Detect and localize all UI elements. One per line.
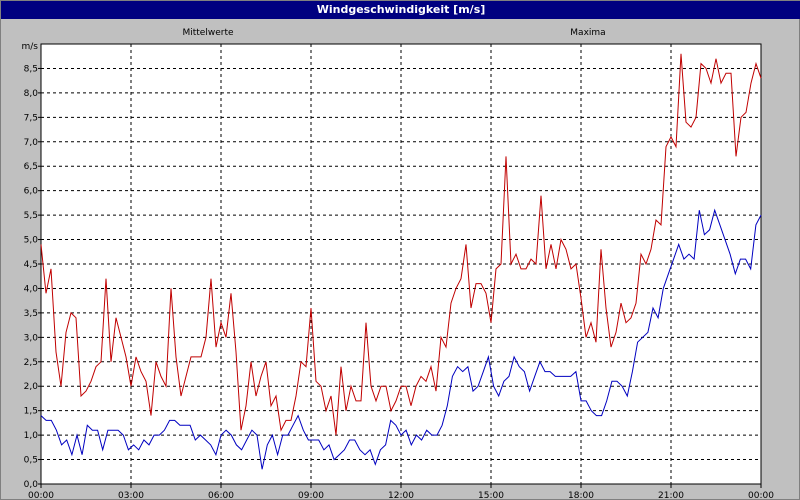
y-tick-label: 2,5 [24,358,38,368]
y-tick-label: 6,5 [24,162,38,172]
y-tick-label: 1,0 [24,431,39,441]
chart-title: Windgeschwindigkeit [m/s] [1,1,800,19]
y-tick-label: 1,5 [24,407,38,417]
y-tick-label: 0,0 [24,480,39,490]
x-tick-time: 00:00 [748,491,774,499]
y-tick-label: 7,0 [24,138,39,148]
series-line-maxima [40,53,762,436]
x-tick-time: 12:00 [388,491,414,499]
y-tick-label: 5,5 [24,211,38,221]
legend-maxima: Maxima [570,28,605,38]
series-line-mittelwerte [40,208,762,470]
x-tick-time: 15:00 [478,491,504,499]
x-axis-ticks: 00:0003.03.2403:0003.03.2406:0003.03.240… [28,484,774,499]
y-tick-label: 6,0 [24,187,39,197]
y-axis-label: m/s [22,42,39,52]
y-tick-label: 7,5 [24,113,38,123]
x-tick-time: 09:00 [298,491,324,499]
x-tick-time: 18:00 [568,491,594,499]
wind-speed-chart: 0,0 0,5 1,0 1,5 2,0 2,5 3,0 3,5 4,0 4,5 5,0 5,5 6,0 6… [22,28,775,499]
data-series [40,53,762,470]
y-tick-label: 3,5 [24,309,38,319]
grid-lines [41,44,761,484]
y-tick-label: 3,0 [24,333,39,343]
x-tick-time: 06:00 [208,491,234,499]
y-tick-label: 4,5 [24,260,38,270]
y-axis-ticks: 0,0 0,5 1,0 1,5 2,0 2,5 3,0 3,5 4,0 4,5 5,0 5,5 6,0 6… [24,64,41,490]
x-tick-time: 00:00 [28,491,54,499]
y-tick-label: 0,5 [24,456,38,466]
y-tick-label: 5,0 [24,236,39,246]
y-tick-label: 2,0 [24,382,39,392]
y-tick-label: 4,0 [24,284,39,294]
x-tick-time: 21:00 [658,491,684,499]
y-tick-label: 8,0 [24,89,39,99]
y-tick-label: 8,5 [24,64,38,74]
legend-mittelwerte: Mittelwerte [182,28,233,38]
x-tick-time: 03:00 [118,491,144,499]
